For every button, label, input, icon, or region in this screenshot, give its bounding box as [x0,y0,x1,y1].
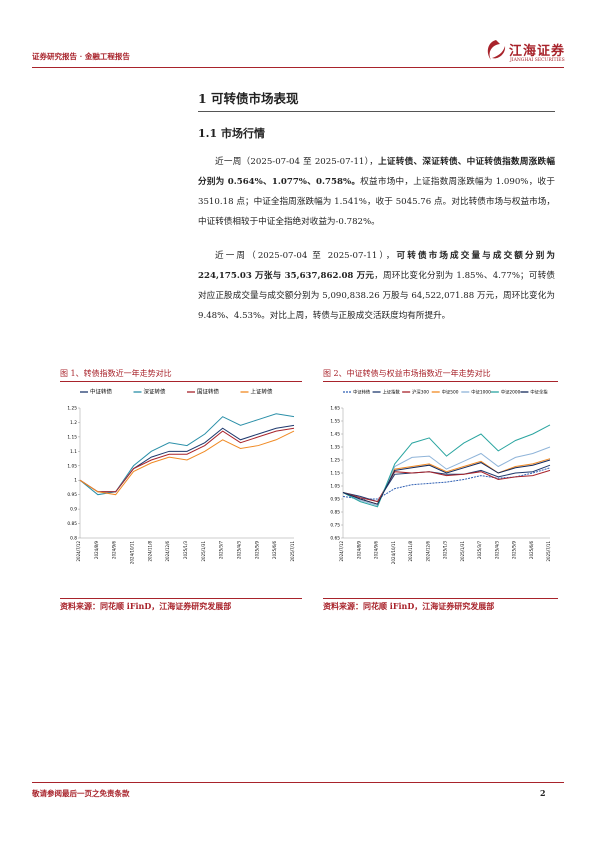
title-rule [198,111,555,112]
x-tick-label: 2025/6/6 [272,541,277,559]
logo-en: JIANGHAI SECURITIES [510,58,565,63]
x-tick-label: 2024/7/12 [339,541,344,562]
y-tick-label: 1.15 [330,471,340,477]
y-tick-label: 0.75 [330,523,340,529]
chart: 0.8 0.85 0.9 0.95 1 1.05 1.1 1.15 1.2 1.25 2024/7/… [67,388,295,565]
legend-label: 上证指数 [383,389,401,396]
page-number: 2 [540,788,546,798]
x-tick-label: 2024/7/12 [76,541,81,562]
legend-label: 中证全指 [530,389,548,396]
x-tick-label: 2024/11/8 [408,541,413,562]
y-tick-label: 1.05 [67,463,77,469]
y-tick-label: 1.25 [67,406,77,412]
text-run: 上证转债、深证转债、中证转债指数周涨跌幅分别为 0.564%、1.077%、0.… [198,157,555,187]
x-tick-label: 2025/1/3 [443,541,448,559]
figure-source: 资料来源：同花顺 iFinD，江海证券研究发展部 [323,601,495,611]
x-tick-label: 2025/3/7 [477,541,482,559]
figure-caption: 图 1、转债指数近一年走势对比 [60,369,172,378]
header-rule [32,67,564,69]
paragraph: 近一周（2025-07-04 至 2025-07-11），上证转债、深证转债、中… [198,152,555,232]
x-tick-label: 2024/8/9 [356,541,361,559]
figure: 图 1、转债指数近一年走势对比资料来源：同花顺 iFinD，江海证券研究发展部 0… [60,366,302,616]
x-tick-label: 2024/10/11 [130,541,135,565]
y-tick-label: 1.45 [330,432,340,438]
x-tick-label: 2025/6/6 [529,541,534,559]
source-rule [323,598,558,599]
y-tick-label: 0.85 [330,510,340,516]
x-tick-label: 2025/5/9 [254,541,259,559]
section-title: 1 可转债市场表现 [198,91,299,106]
series-line [342,467,551,500]
y-tick-label: 0.95 [330,497,340,503]
text-run: 近一周（2025-07-04 至 2025-07-11）， [215,251,397,261]
y-tick-label: 1.05 [330,484,340,490]
caption-rule [323,381,558,382]
y-tick-label: 1.25 [330,458,340,464]
text-run: ，周环比变化分别为 1.85%、4.77%；可转债对应正股成交量与成交额分别为 … [198,271,555,321]
x-tick-label: 2025/7/11 [290,541,295,562]
series-line [79,430,295,496]
x-tick-label: 2024/12/6 [425,541,430,562]
caption-rule [60,381,302,382]
figure: 图 2、中证转债与权益市场指数近一年走势对比 资料来源：同花顺 iFinD，江海证… [323,366,558,616]
x-tick-label: 2025/5/9 [512,541,517,559]
x-tick-label: 2024/10/11 [391,541,396,565]
source-rule [60,598,302,599]
y-tick-label: 0.8 [70,536,77,542]
legend-label: 深证转债 [144,388,167,396]
header-left: 证券研究报告 · 金融工程报告 [32,52,130,61]
x-tick-label: 2025/4/3 [237,541,242,559]
figure-caption: 图 2、中证转债与权益市场指数近一年走势对比 [323,369,491,378]
text-run: 可转债市场成交量与成交额分别为 224,175.03 万张与 35,637,86… [198,251,555,281]
legend-label: 中证1000 [471,389,491,396]
x-tick-label: 2025/1/31 [201,541,206,562]
x-tick-label: 2025/1/31 [460,541,465,562]
y-tick-label: 0.85 [67,521,77,527]
legend-label: 中证500 [442,389,459,396]
legend-label: 上证转债 [251,388,274,396]
legend-label: 中证2000 [501,389,521,396]
chart: 0.65 0.75 0.85 0.95 1.05 1.15 1.25 1.35 1.45 1.55… [330,389,551,565]
x-tick-label: 2024/8/9 [94,541,99,559]
y-tick-label: 0.9 [70,507,77,513]
x-tick-label: 2025/3/7 [219,541,224,559]
y-tick-label: 0.95 [67,492,77,498]
logo-icon [487,40,506,60]
series-line [342,464,551,503]
y-tick-label: 1.55 [330,419,340,425]
x-tick-label: 2025/7/11 [546,541,551,562]
footer-rule [32,782,564,783]
paragraph: 近一周（2025-07-04 至 2025-07-11），可转债市场成交量与成交… [198,246,555,326]
series-line [342,424,551,508]
y-tick-label: 1.65 [330,406,340,412]
x-tick-label: 2024/9/6 [112,541,117,559]
y-tick-label: 1.1 [70,449,77,455]
y-tick-label: 1 [74,478,77,484]
x-tick-label: 2025/1/3 [183,541,188,559]
series-line [342,469,551,503]
footer-left: 敬请参阅最后一页之免责条款 [32,789,130,798]
y-tick-label: 0.65 [330,536,340,542]
y-tick-label: 1.2 [70,420,77,426]
text-run: 权益市场中，上证指数周涨跌幅为 1.090%，收于 3510.18 点；中证全指… [198,177,555,227]
series-line [79,427,295,493]
x-tick-label: 2024/12/6 [165,541,170,562]
x-tick-label: 2024/11/8 [147,541,152,562]
x-tick-label: 2024/9/6 [374,541,379,559]
legend-label: 中证转债 [353,389,371,396]
legend-label: 沪深300 [412,389,429,396]
x-tick-label: 2025/4/3 [494,541,499,559]
y-tick-label: 1.15 [67,434,77,440]
legend-label: 中证转债 [90,388,113,396]
series-line [342,458,551,505]
text-run: 近一周（2025-07-04 至 2025-07-11）， [215,157,379,167]
figure-source: 资料来源：同花顺 iFinD，江海证券研究发展部 [60,601,232,611]
y-tick-label: 1.35 [330,445,340,451]
series-line [342,459,551,505]
logo-text: 江海证券 [509,44,566,59]
section-subtitle: 1.1 市场行情 [198,127,265,140]
legend-label: 国证转债 [197,388,220,396]
